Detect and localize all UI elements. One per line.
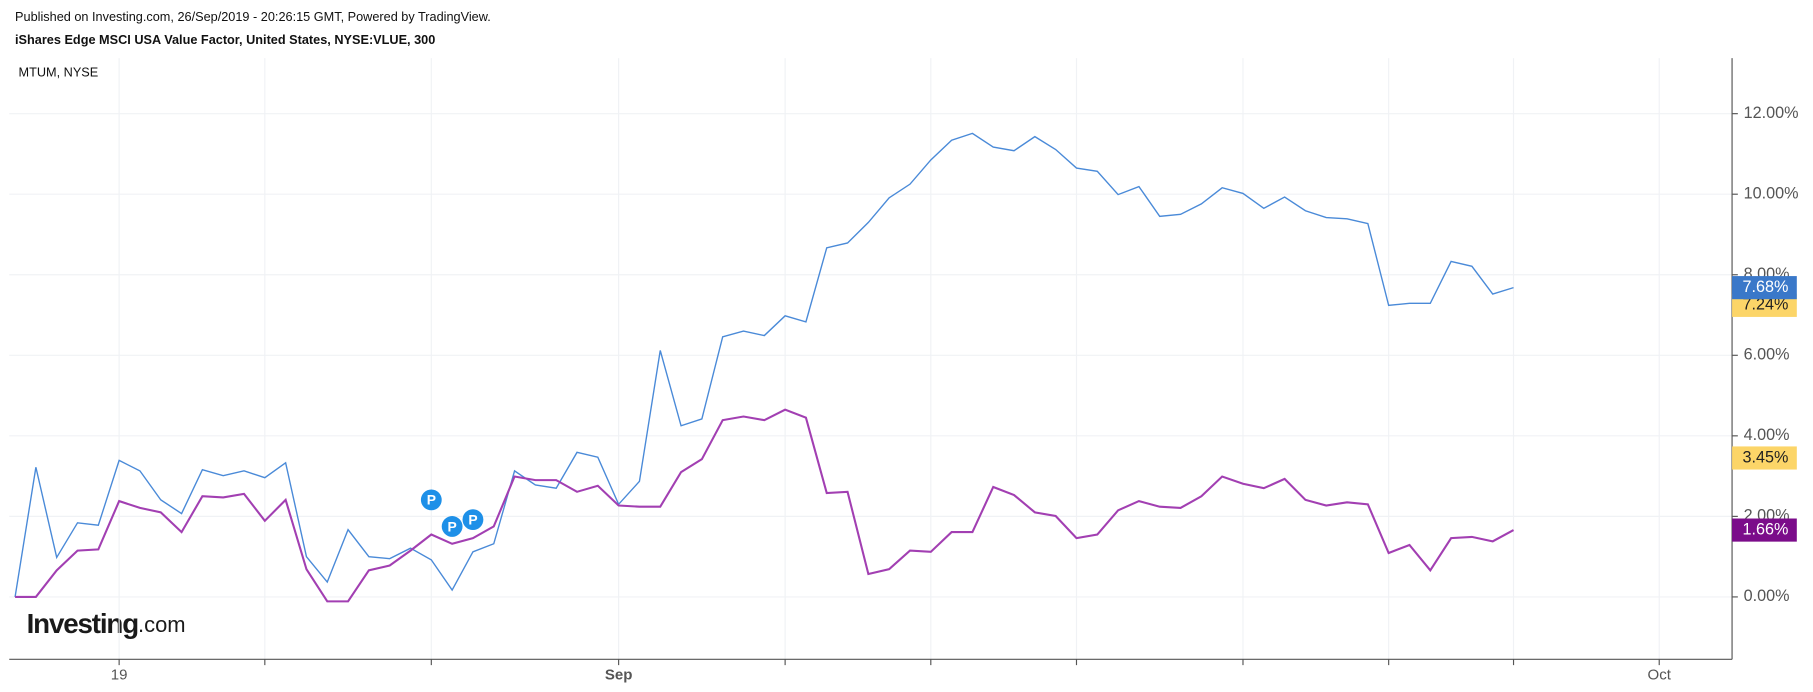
logo-main: Investing	[27, 608, 139, 639]
y-tick-label: 4.00%	[1744, 426, 1790, 444]
price-label-box	[1732, 293, 1797, 317]
chart-title: iShares Edge MSCI USA Value Factor, Unit…	[15, 32, 435, 47]
price-label: 7.68%	[1742, 278, 1788, 296]
legend: MTUM, NYSE	[19, 64, 99, 79]
event-label: P	[468, 511, 477, 527]
price-label: 1.66%	[1742, 520, 1788, 538]
series-line	[15, 408, 1515, 603]
y-tick-label: 0.00%	[1744, 587, 1790, 605]
event-marker	[462, 509, 484, 531]
price-label: 7.24%	[1742, 296, 1788, 314]
x-tick-label: 19	[111, 667, 128, 684]
price-label: 3.45%	[1742, 448, 1788, 466]
x-tick-label: Oct	[1648, 667, 1672, 684]
grid	[9, 58, 1733, 660]
series-line	[14, 132, 1514, 598]
header: Published on Investing.com, 26/Sep/2019 …	[15, 9, 491, 24]
logo: Investing.com	[27, 608, 186, 639]
event-label: P	[427, 492, 436, 508]
event-marker	[420, 489, 442, 511]
y-tick-label: 10.00%	[1744, 184, 1799, 202]
y-tick-label: 6.00%	[1744, 346, 1790, 364]
logo-suffix: .com	[138, 612, 186, 637]
price-label-box	[1732, 276, 1797, 300]
price-label-box	[1732, 518, 1797, 542]
price-label-box	[1732, 446, 1797, 470]
event-label: P	[448, 518, 457, 534]
x-tick-label: Sep	[605, 667, 633, 684]
event-marker	[441, 516, 463, 537]
y-tick-label: 12.00%	[1744, 104, 1799, 122]
